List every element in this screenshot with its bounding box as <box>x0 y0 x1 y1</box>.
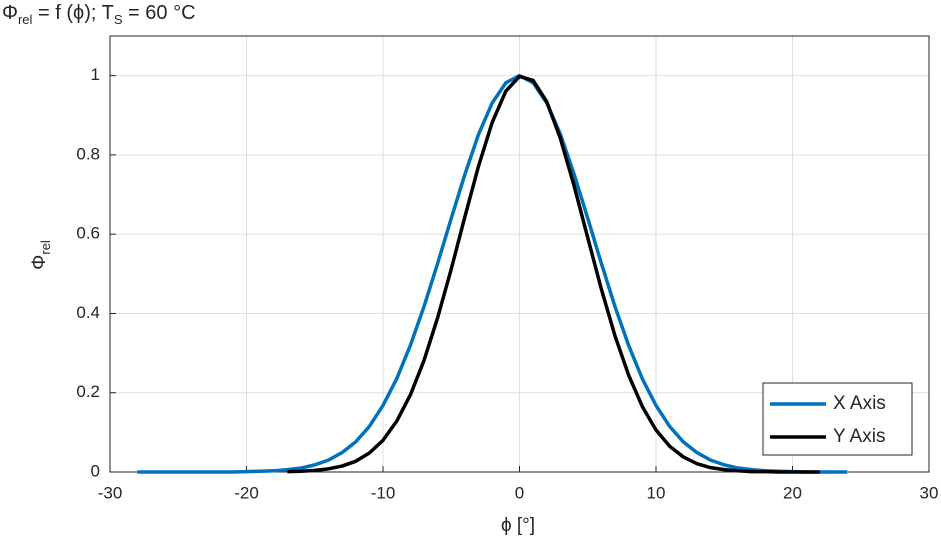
legend-box <box>762 382 913 456</box>
x-tick-label: 10 <box>647 483 666 502</box>
y-tick-label: 0.2 <box>76 382 100 401</box>
x-tick-label: 0 <box>515 483 524 502</box>
legend-label: X Axis <box>833 393 886 414</box>
title-part: rel <box>18 12 33 27</box>
title-part: = f (ϕ); T <box>32 2 113 24</box>
title-part: Φ <box>2 2 18 24</box>
y-tick-label: 0.8 <box>76 144 100 163</box>
x-tick-label: 20 <box>783 483 802 502</box>
x-tick-label: -20 <box>234 483 259 502</box>
x-axis-label: ϕ [°] <box>501 515 535 536</box>
chart-title: Φrel = f (ϕ); TS = 60 °C <box>2 2 196 27</box>
legend-label: Y Axis <box>833 426 885 447</box>
title-part: S <box>114 12 123 27</box>
y-label-part: Φ <box>29 255 50 270</box>
y-tick-label: 1 <box>91 65 100 84</box>
x-tick-label: -10 <box>371 483 396 502</box>
plot-frame <box>109 35 930 473</box>
y-axis-label: Φrel <box>29 240 53 270</box>
data-line <box>287 74 820 474</box>
y-tick-label: 0.4 <box>76 303 100 322</box>
y-tick-label: 0 <box>91 461 100 480</box>
y-label-part: rel <box>38 240 53 255</box>
title-part: = 60 °C <box>123 2 196 24</box>
x-tick-label: -30 <box>98 483 123 502</box>
data-line <box>137 73 848 474</box>
y-tick-label: 0.6 <box>76 224 100 243</box>
x-tick-label: 30 <box>920 483 939 502</box>
